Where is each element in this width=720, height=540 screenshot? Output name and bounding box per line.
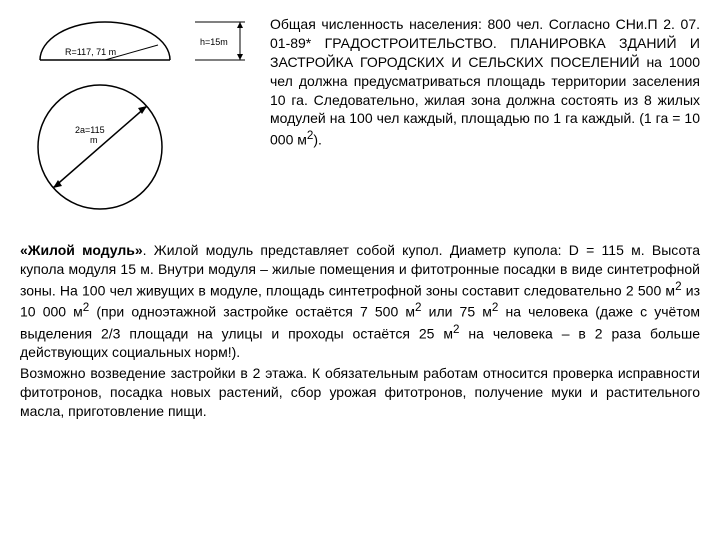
top-section: R=117, 71 m h=15m 2a=115 m Общая числ <box>20 15 700 223</box>
semicircle-diagram: R=117, 71 m h=15m <box>20 15 250 75</box>
diagrams-column: R=117, 71 m h=15m 2a=115 m <box>20 15 250 223</box>
main-text-prefix: Общая численность населения: 800 чел. Со… <box>270 16 700 148</box>
circle-svg: 2a=115 m <box>20 75 180 220</box>
p1d: или 75 м <box>422 304 492 320</box>
circle-label-line2: m <box>90 135 98 145</box>
semicircle-svg: R=117, 71 m h=15m <box>20 15 250 75</box>
bottom-paragraph-2: Возможно возведение застройки в 2 этажа.… <box>20 364 700 421</box>
circle-label-line1: 2a=115 <box>75 125 105 135</box>
main-text-suffix: ). <box>313 132 322 148</box>
main-paragraph: Общая численность населения: 800 чел. Со… <box>270 15 700 223</box>
bottom-paragraph-1: «Жилой модуль». Жилой модуль представляе… <box>20 241 700 362</box>
semicircle-label: R=117, 71 m <box>65 47 116 57</box>
module-title: «Жилой модуль» <box>20 242 143 258</box>
p1c: (при одноэтажной застройке остаётся 7 50… <box>89 304 415 320</box>
height-label: h=15m <box>200 37 228 47</box>
bottom-paragraphs: «Жилой модуль». Жилой модуль представляе… <box>20 241 700 421</box>
circle-diagram: 2a=115 m <box>20 75 250 223</box>
